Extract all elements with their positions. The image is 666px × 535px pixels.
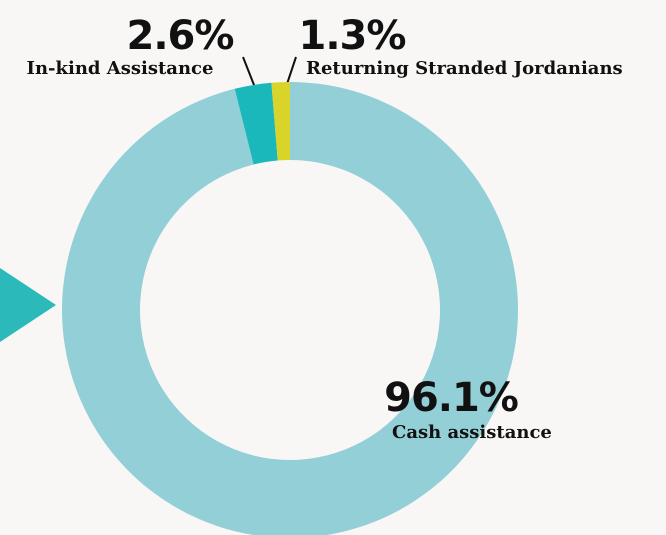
donut-slice <box>271 82 290 161</box>
value-label: 2.6% <box>127 13 234 59</box>
value-label: 1.3% <box>299 13 406 59</box>
category-label: Cash assistance <box>392 422 552 443</box>
leader-line <box>242 56 257 91</box>
category-label: Returning Stranded Jordanians <box>306 58 623 79</box>
value-label: 96.1% <box>384 375 518 421</box>
donut-slice <box>62 82 518 535</box>
decorative-arrow <box>0 268 56 342</box>
category-label: In-kind Assistance <box>27 58 214 79</box>
donut-slice <box>234 82 278 165</box>
